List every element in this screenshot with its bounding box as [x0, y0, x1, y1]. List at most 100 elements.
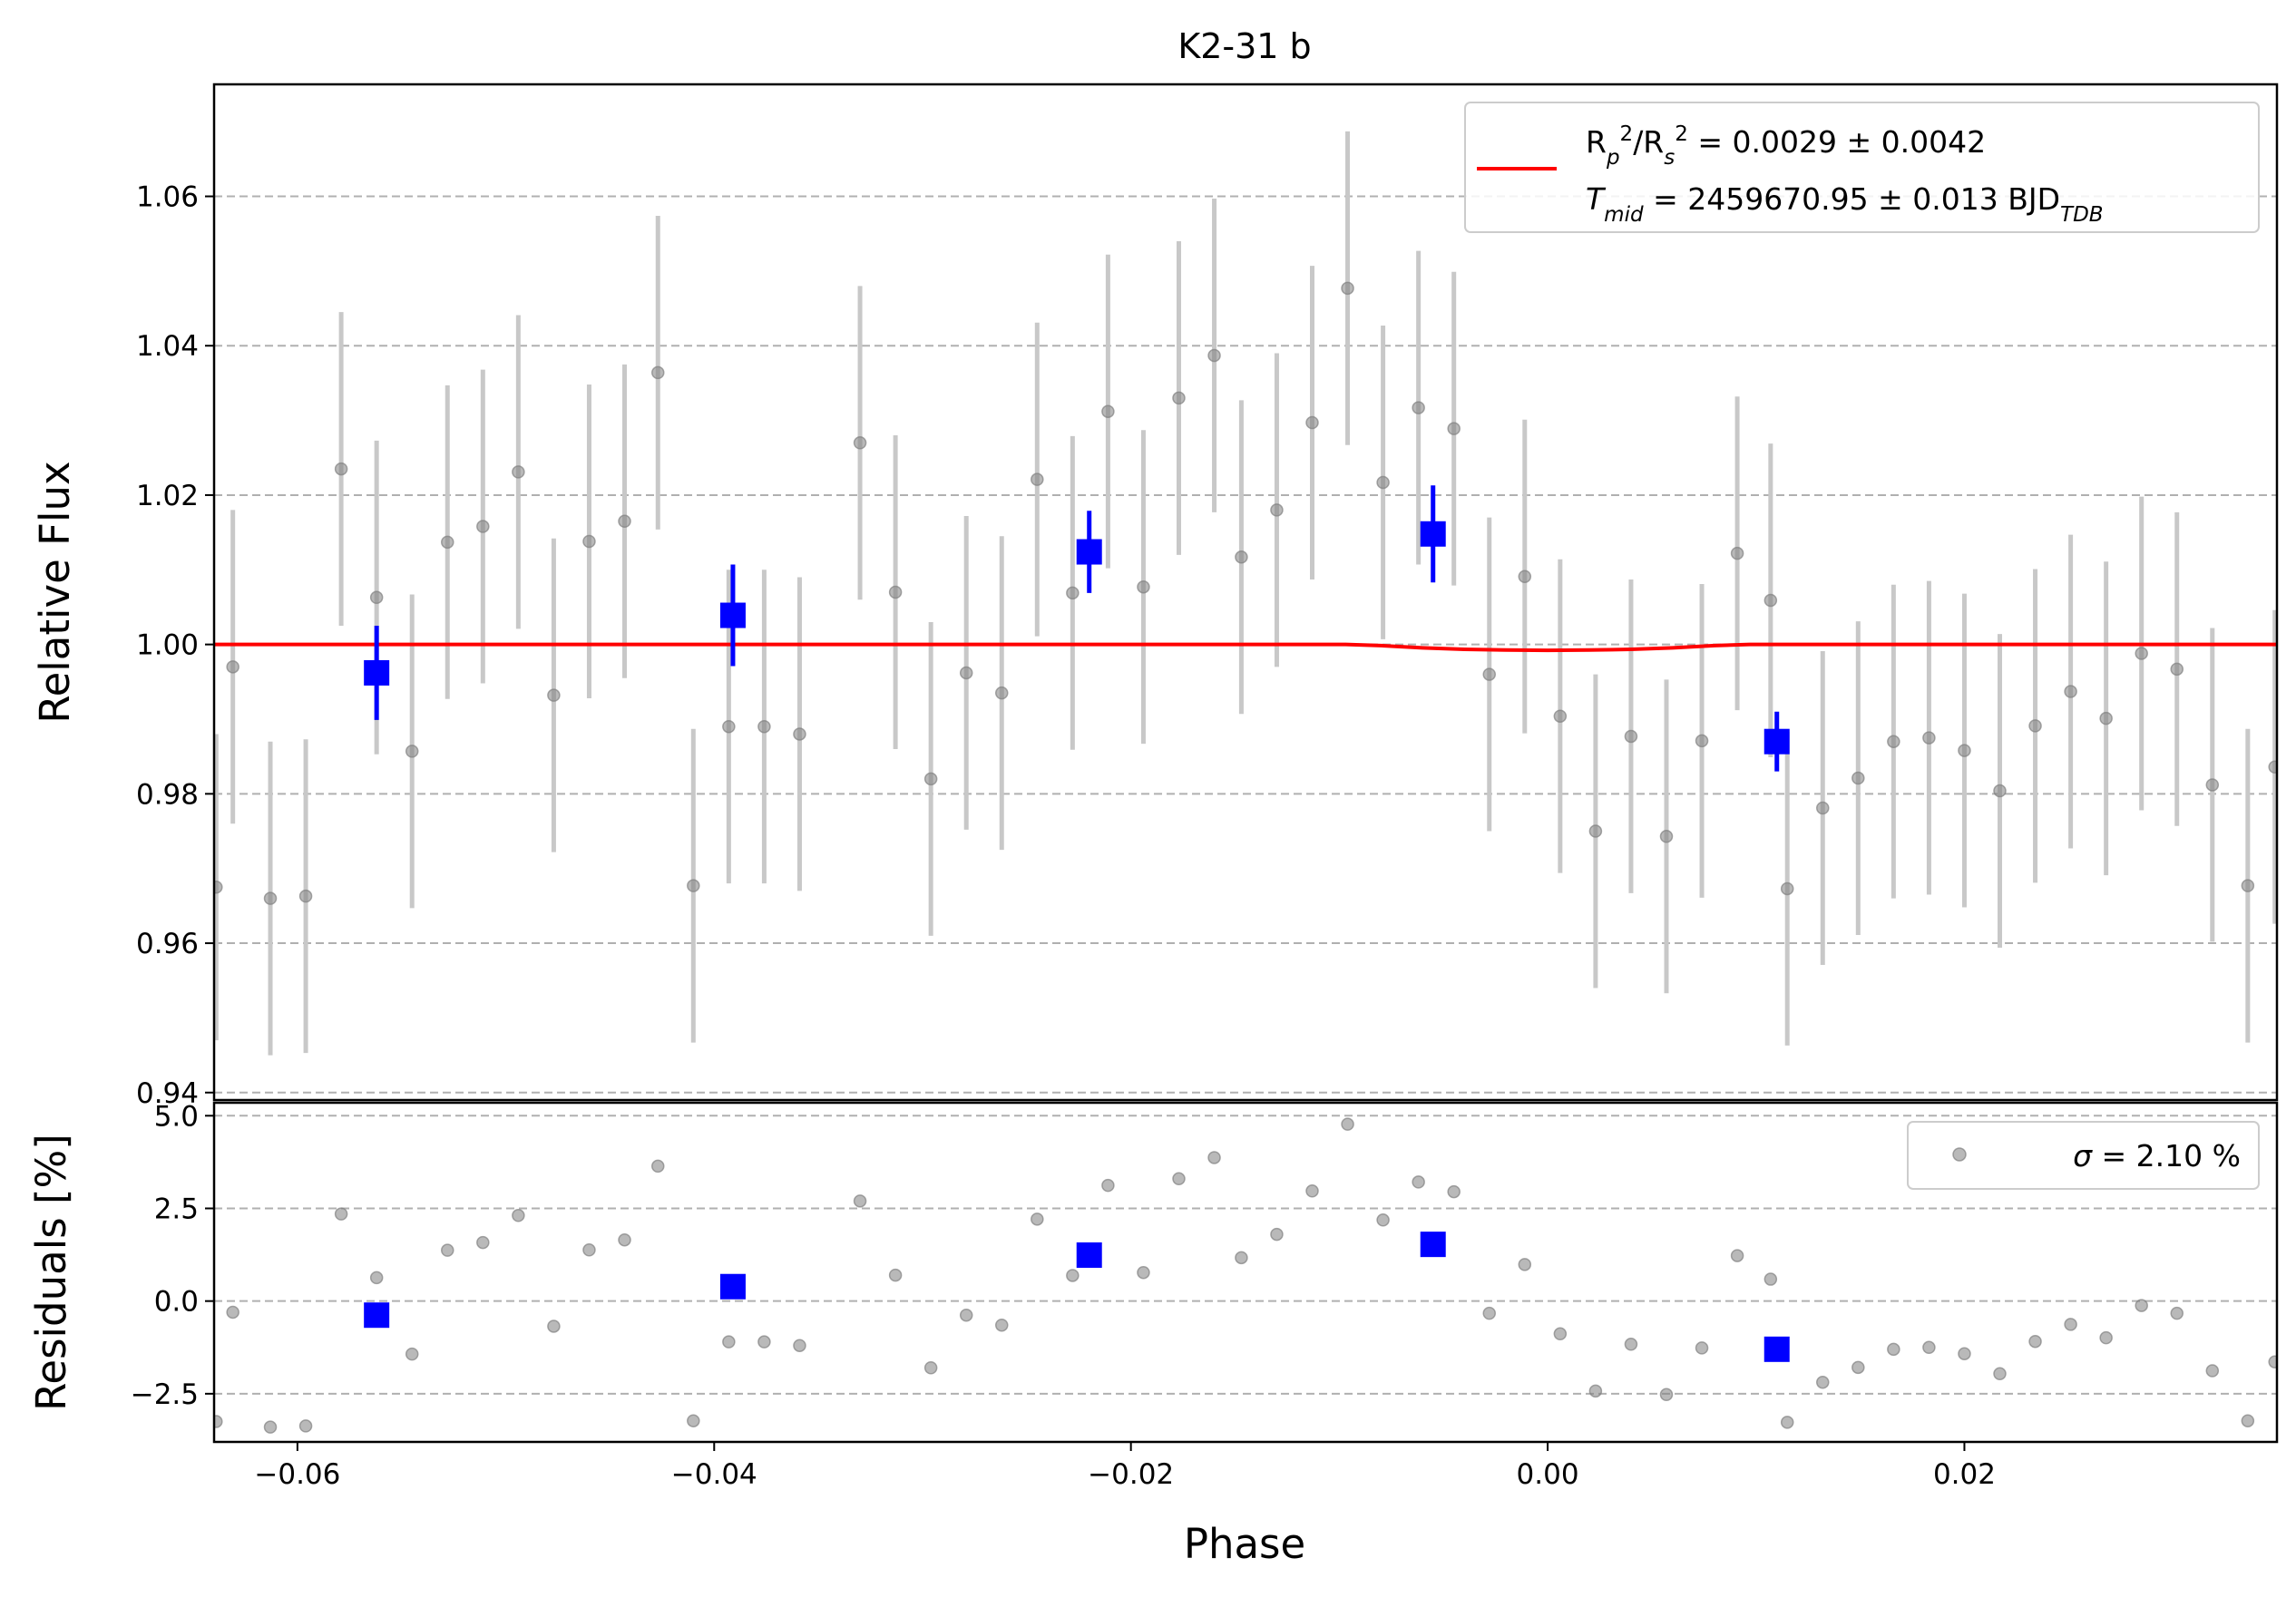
phase-tick-label: 0.00	[1517, 1458, 1579, 1491]
raw-data-point	[1101, 404, 1115, 418]
raw-data-point	[1588, 824, 1603, 838]
raw-data-point	[334, 462, 348, 476]
raw-data-point	[1412, 401, 1425, 414]
residual-point	[582, 1243, 596, 1257]
raw-data-point	[1659, 830, 1674, 843]
raw-data-point	[263, 891, 278, 905]
flux-tick-label: 0.98	[136, 778, 199, 811]
residual-axes-frame	[212, 1101, 2279, 1444]
raw-data-point	[582, 534, 596, 549]
residual-point	[334, 1207, 348, 1221]
raw-data-point	[2135, 647, 2148, 660]
residual-tick-label: −2.5	[131, 1378, 199, 1411]
raw-data-points	[214, 131, 2277, 1056]
raw-data-point	[441, 535, 454, 550]
residual-tick-label: 0.0	[154, 1286, 199, 1319]
phase-tick-label: −0.04	[671, 1458, 757, 1491]
residual-point	[1922, 1340, 1936, 1355]
legend-radius-ratio: Rp2/Rs2 = 0.0029 ± 0.0042	[1586, 122, 1986, 170]
residual-point	[214, 1415, 223, 1428]
legend-sigma: σ = 2.10 %	[2073, 1138, 2241, 1173]
residual-point	[1137, 1265, 1150, 1280]
model-curve	[214, 642, 2277, 653]
raw-data-point	[2205, 778, 2220, 792]
chart-title: K2-31 b	[1177, 26, 1311, 66]
raw-data-point	[1172, 391, 1186, 405]
binned-data-points	[364, 485, 1790, 772]
raw-data-point	[888, 585, 903, 599]
flux-legend: Rp2/Rs2 = 0.0029 ± 0.0042 Tmid = 2459670…	[1464, 102, 2260, 233]
raw-data-point	[214, 881, 223, 894]
phase-x-ticks: −0.06 −0.04 −0.02 0.00 0.02	[254, 1442, 1996, 1491]
residual-legend-box	[1907, 1121, 2260, 1190]
residual-points	[214, 1117, 2277, 1434]
residual-point	[888, 1268, 903, 1282]
flux-tick-label: 1.00	[136, 629, 199, 662]
residual-point	[263, 1420, 278, 1434]
residual-point	[923, 1361, 938, 1375]
flux-tick-label: 0.96	[136, 928, 199, 960]
residual-point	[722, 1335, 736, 1349]
raw-data-point	[793, 727, 806, 741]
residual-point	[1764, 1272, 1778, 1286]
flux-legend-box	[1464, 102, 2260, 233]
residual-point	[1031, 1212, 1044, 1226]
raw-data-point	[722, 719, 736, 734]
residual-point	[1659, 1388, 1674, 1402]
phase-tick-label: −0.06	[254, 1458, 340, 1491]
raw-data-point	[1270, 503, 1284, 517]
residual-point	[757, 1335, 771, 1349]
flux-y-ticks: 0.94 0.96 0.98 1.00 1.02 1.04 1.06	[136, 181, 214, 1110]
flux-tick-label: 0.94	[136, 1077, 199, 1110]
raw-data-point	[853, 436, 867, 450]
residual-point	[853, 1194, 867, 1208]
residual-point	[1341, 1117, 1354, 1131]
binned-data-point	[1076, 539, 1102, 565]
raw-data-point	[1816, 801, 1830, 815]
residual-point	[298, 1419, 313, 1433]
raw-data-point	[1137, 579, 1150, 594]
phase-axis-label: Phase	[1184, 1520, 1305, 1568]
raw-data-point	[1305, 415, 1319, 430]
flux-tick-label: 1.06	[136, 181, 199, 214]
residual-gridlines	[214, 1115, 2277, 1395]
residual-y-ticks: −2.5 0.0 2.5 5.0	[131, 1100, 214, 1411]
binned-residual-point	[1764, 1336, 1790, 1362]
raw-data-point	[1887, 735, 1900, 748]
binned-data-point	[1764, 728, 1790, 755]
top-axes-frame	[212, 83, 2279, 1102]
residual-point	[1588, 1384, 1603, 1398]
binned-residual-point	[1076, 1242, 1102, 1268]
residual-point	[1270, 1227, 1284, 1242]
residual-point	[1780, 1416, 1794, 1429]
raw-data-point	[651, 365, 665, 380]
residual-point	[2028, 1334, 2042, 1349]
residual-point	[1730, 1249, 1744, 1262]
raw-data-point	[1764, 593, 1778, 608]
raw-data-point	[2028, 719, 2042, 733]
phase-tick-label: 0.02	[1933, 1458, 1996, 1491]
raw-data-point	[1031, 472, 1044, 486]
residual-point	[1066, 1269, 1080, 1282]
residual-point	[1101, 1178, 1115, 1193]
residual-point	[512, 1209, 525, 1222]
raw-data-point	[2064, 685, 2077, 698]
residual-point	[441, 1243, 454, 1257]
residual-tick-label: 2.5	[154, 1193, 199, 1225]
residual-point	[1207, 1151, 1221, 1164]
raw-data-point	[226, 660, 239, 674]
raw-data-point	[2241, 879, 2255, 892]
residual-tick-label: 5.0	[154, 1100, 199, 1133]
binned-data-point	[364, 659, 390, 686]
raw-data-point	[618, 514, 631, 529]
residual-point	[1518, 1258, 1532, 1271]
residual-point	[2241, 1414, 2255, 1427]
residual-legend: σ = 2.10 %	[1907, 1121, 2260, 1190]
residual-point	[1376, 1213, 1390, 1227]
residual-point	[793, 1339, 806, 1352]
residual-point	[2268, 1355, 2277, 1368]
residual-point	[959, 1308, 973, 1322]
residual-point	[1553, 1327, 1568, 1341]
residual-point	[651, 1159, 665, 1173]
